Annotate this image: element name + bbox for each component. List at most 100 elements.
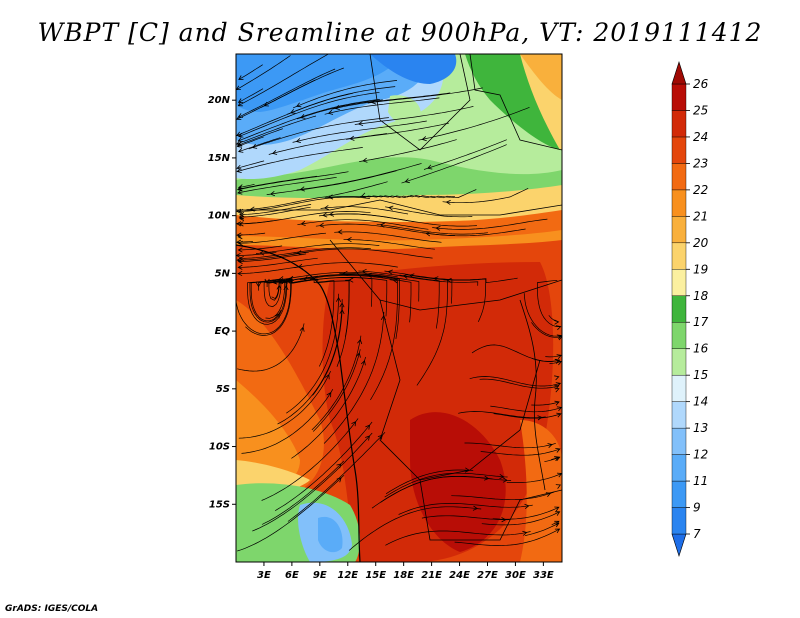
- streamline-arrow: [355, 352, 361, 358]
- colorbar-label: 26: [693, 77, 709, 91]
- streamline-arrow: [554, 400, 560, 406]
- streamline: [236, 79, 316, 120]
- streamline-arrow: [553, 456, 560, 462]
- streamline: [324, 97, 440, 115]
- streamline: [237, 175, 317, 190]
- streamline: [423, 139, 507, 170]
- streamline: [385, 530, 531, 546]
- streamline: [238, 370, 332, 439]
- streamline-arrow: [323, 205, 330, 211]
- streamline: [523, 293, 562, 337]
- streamline: [384, 472, 508, 498]
- streamline-arrow: [388, 205, 394, 211]
- streamline-arrow: [269, 190, 276, 197]
- streamline-arrow: [336, 463, 342, 469]
- border-line-6: [469, 54, 562, 151]
- streamline: [248, 117, 389, 150]
- colorbar-segment: [671, 480, 687, 508]
- streamline-arrow: [274, 312, 280, 319]
- streamline: [239, 204, 312, 216]
- streamline-arrow: [554, 528, 561, 534]
- streamline: [296, 99, 383, 120]
- streamline-arrow: [237, 247, 243, 253]
- colorbar-label: 23: [693, 156, 708, 170]
- streamline-arrow: [556, 325, 562, 331]
- lat-tick-label: 10N: [208, 211, 231, 222]
- streamline: [537, 280, 561, 327]
- colorbar-segment: [671, 269, 687, 296]
- colorbar-label: 12: [693, 448, 708, 462]
- streamline: [549, 361, 562, 364]
- longitude-axis: 3E 6E 9E 12E 15E 18E 21E 24E 27E 30E 33E: [257, 562, 554, 581]
- streamline-arrow: [547, 443, 553, 448]
- streamline: [238, 257, 318, 268]
- streamline: [346, 122, 449, 140]
- streamline: [479, 378, 559, 389]
- streamline-arrow: [236, 232, 242, 238]
- streamline-arrow: [237, 189, 243, 195]
- map-frame: [235, 53, 563, 563]
- streamline: [401, 144, 507, 184]
- streamline-arrow: [392, 278, 399, 284]
- colorbar-segment: [671, 83, 687, 111]
- streamline: [464, 442, 556, 449]
- streamline-arrow: [236, 221, 242, 227]
- streamline: [238, 99, 380, 142]
- streamline-arrow: [319, 222, 325, 228]
- streamline: [451, 491, 555, 501]
- streamline: [442, 187, 529, 204]
- streamline-arrow: [554, 522, 560, 528]
- streamline: [334, 231, 442, 243]
- streamline: [432, 218, 548, 230]
- streamline: [371, 475, 493, 509]
- streamline: [480, 448, 560, 456]
- streamline-arrow: [237, 186, 243, 191]
- streamline-arrow: [361, 268, 367, 274]
- streamline: [237, 251, 309, 261]
- streamline-arrow: [276, 284, 282, 290]
- streamline: [358, 270, 479, 286]
- streamline: [236, 92, 354, 136]
- colorbar-label: 14: [693, 395, 708, 409]
- lon-tick-label: 27E: [477, 570, 498, 581]
- streamline-arrow: [300, 220, 306, 226]
- streamline: [237, 171, 349, 191]
- colorbar-segment: [671, 216, 687, 244]
- streamline-arrow: [264, 278, 270, 284]
- streamline-arrow: [238, 75, 244, 80]
- colorbar-segment: [671, 533, 687, 557]
- streamline: [238, 137, 281, 152]
- streamline-arrow: [295, 138, 301, 143]
- colorbar-label: 11: [693, 474, 708, 488]
- streamline-arrow: [238, 147, 244, 153]
- streamline: [399, 274, 440, 329]
- streamline-arrow: [362, 157, 368, 163]
- colorbar: 7 9 11 12 13 14 15 16 17 18 19 20 21 22 23 24 25 26: [671, 61, 709, 557]
- streamline: [237, 160, 265, 169]
- streamline: [471, 344, 560, 362]
- streamline-arrow: [238, 221, 244, 227]
- streamline-arrow: [555, 511, 561, 516]
- colorbar-segment: [671, 61, 687, 85]
- grads-credit: GrADS: IGES/COLA: [5, 604, 99, 614]
- streamline: [343, 239, 435, 250]
- streamline-arrow: [351, 421, 357, 427]
- streamline: [291, 356, 366, 459]
- streamline-arrow: [337, 229, 343, 235]
- colorbar-segment: [671, 454, 687, 482]
- lon-tick-label: 3E: [257, 570, 271, 581]
- streamline: [324, 189, 477, 199]
- streamline: [506, 473, 562, 483]
- colorbar-segment: [671, 295, 687, 323]
- streamline-arrow: [239, 212, 245, 218]
- streamline-arrow: [237, 98, 244, 103]
- streamline-arrow: [404, 178, 410, 184]
- streamline: [315, 223, 456, 236]
- streamline: [531, 322, 562, 338]
- streamline-arrow: [484, 475, 490, 481]
- streamline: [238, 68, 336, 118]
- streamline: [238, 88, 264, 103]
- streamline-arrow: [336, 477, 342, 483]
- streamline: [323, 311, 385, 444]
- streamline-arrow: [237, 264, 243, 270]
